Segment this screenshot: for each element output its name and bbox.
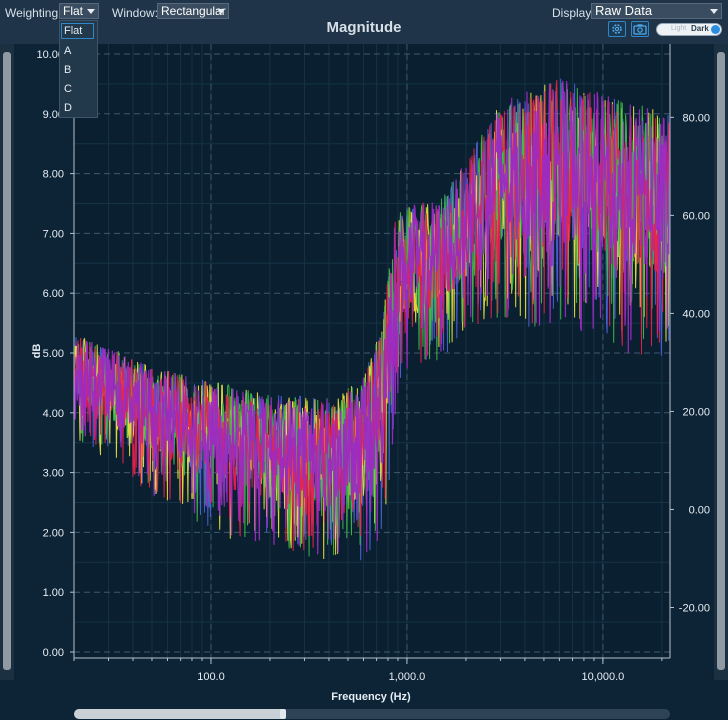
camera-icon [633, 24, 647, 35]
y-tick-label: 6.00 [43, 288, 64, 300]
y-axis-label: dB [31, 344, 43, 359]
y-tick-label: 5.00 [43, 348, 64, 360]
x-tick-label: 100.0 [197, 671, 225, 683]
x-tick-label: 10,000.0 [581, 671, 624, 683]
y-tick-label: 9.00 [43, 109, 64, 121]
weighting-select[interactable]: Flat [59, 3, 99, 19]
y2-tick-label: 20.00 [682, 406, 710, 418]
window-value: Rectangular [161, 4, 226, 18]
right-scroll-thumb[interactable] [717, 52, 725, 670]
y-tick-label: 1.00 [43, 587, 64, 599]
theme-toggle[interactable]: Light Dark [656, 23, 722, 36]
x-axis-label: Frequency (Hz) [331, 691, 411, 703]
y2-tick-label: 80.00 [682, 112, 710, 124]
y2-tick-label: 40.00 [682, 308, 710, 320]
toolbar: Weighting: Flat Window: Rectangular Disp… [0, 0, 728, 44]
weighting-option-flat[interactable]: Flat [61, 23, 94, 39]
weighting-value: Flat [63, 4, 84, 18]
display-value: Raw Data [595, 3, 653, 18]
chevron-down-icon [87, 9, 95, 14]
x-tick-label: 1,000.0 [389, 671, 426, 683]
series-trace-5 [73, 80, 671, 555]
toggle-knob [711, 25, 720, 34]
y-tick-label: 2.00 [43, 527, 64, 539]
display-select[interactable]: Raw Data [591, 3, 722, 19]
y-tick-label: 8.00 [43, 169, 64, 181]
y-tick-label: 3.00 [43, 468, 64, 480]
y2-tick-label: 0.00 [689, 504, 710, 516]
screenshot-button[interactable] [631, 21, 649, 37]
y-tick-label: 7.00 [43, 228, 64, 240]
weighting-dropdown: Flat A B C D [59, 20, 98, 118]
y2-tick-label: 60.00 [682, 210, 710, 222]
weighting-option-b[interactable]: B [64, 64, 72, 76]
scroll-grip-handle[interactable] [280, 709, 286, 719]
horizontal-scroll-thumb[interactable] [74, 709, 286, 719]
y-tick-label: 0.00 [43, 647, 64, 659]
y-tick-label: 4.00 [43, 408, 64, 420]
weighting-label: Weighting: [5, 6, 62, 20]
theme-light-label: Light [671, 25, 687, 32]
y-tick-label: 10.00 [36, 49, 64, 61]
settings-button[interactable] [608, 21, 626, 37]
left-scroll-thumb[interactable] [3, 52, 11, 670]
chart-title: Magnitude [326, 19, 402, 36]
right-scrollbar[interactable] [714, 44, 728, 680]
theme-dark-label: Dark [691, 24, 709, 33]
gear-icon [612, 24, 622, 34]
chevron-down-icon [217, 9, 225, 14]
left-scrollbar[interactable] [0, 44, 14, 680]
display-label: Display: [552, 6, 595, 20]
window-label: Window: [112, 6, 159, 20]
chevron-down-icon [710, 9, 718, 14]
weighting-option-d[interactable]: D [64, 102, 72, 114]
horizontal-scrollbar[interactable] [74, 709, 670, 719]
weighting-option-a[interactable]: A [64, 45, 72, 57]
weighting-option-c[interactable]: C [64, 83, 72, 95]
y2-tick-label: -20.00 [679, 602, 710, 614]
window-select[interactable]: Rectangular [157, 3, 229, 19]
